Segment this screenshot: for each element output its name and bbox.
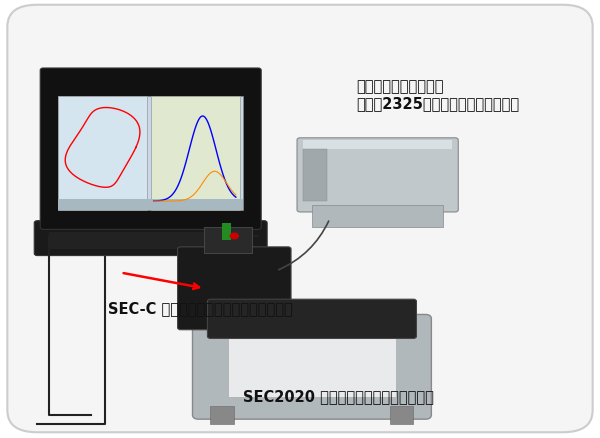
Circle shape [230, 233, 239, 240]
FancyBboxPatch shape [178, 247, 291, 330]
Bar [223, 223, 232, 241]
Text: 電気化学アナライザー
モデル2325バイポテンショスタット: 電気化学アナライザー モデル2325バイポテンショスタット [357, 79, 520, 111]
Bar [58, 97, 147, 210]
FancyBboxPatch shape [208, 300, 416, 339]
FancyBboxPatch shape [34, 221, 267, 256]
Bar [205, 228, 252, 254]
Bar [211, 406, 235, 424]
Bar [303, 141, 452, 149]
Bar [58, 97, 243, 210]
Bar [229, 336, 395, 397]
FancyBboxPatch shape [7, 6, 593, 432]
FancyBboxPatch shape [297, 138, 458, 212]
FancyBboxPatch shape [193, 315, 431, 419]
Text: SEC2020 スペクトロメーターシステム: SEC2020 スペクトロメーターシステム [244, 388, 434, 403]
Bar [151, 97, 239, 210]
Bar [49, 232, 252, 250]
Bar [312, 206, 443, 228]
Bar [303, 149, 327, 201]
FancyBboxPatch shape [40, 69, 261, 230]
Bar [58, 199, 243, 210]
Text: SEC-C 石英ガラス製電気化学セルキット: SEC-C 石英ガラス製電気化学セルキット [107, 301, 292, 316]
Bar [389, 406, 413, 424]
